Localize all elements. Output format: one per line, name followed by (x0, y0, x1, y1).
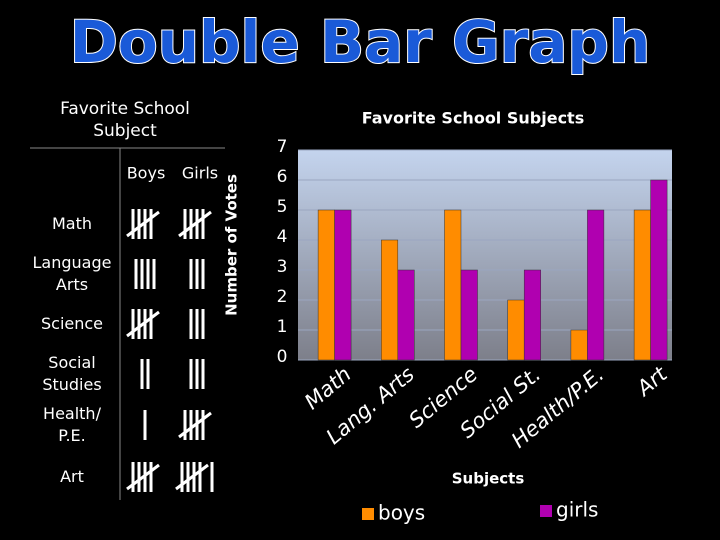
bar (381, 239, 399, 361)
column-header: Girls (182, 164, 218, 183)
tally (134, 259, 156, 289)
row-label: Language Arts (32, 253, 112, 294)
bar (570, 329, 588, 361)
bar (650, 179, 668, 361)
row-label-box: Language Arts (32, 253, 112, 294)
legend-label: boys (378, 501, 425, 525)
row-label-box: Social Studies (42, 353, 102, 394)
row-label: Art (60, 467, 84, 486)
bar (334, 209, 352, 361)
tally (189, 259, 205, 289)
row-label-box: Math (51, 214, 93, 233)
bar (587, 209, 605, 361)
tally (178, 410, 212, 440)
y-tick-label: 0 (277, 347, 288, 367)
tally (126, 209, 160, 239)
slide-title: Double Bar Graph (70, 8, 651, 76)
row-label-box: Science (40, 314, 104, 333)
row-label: Science (40, 314, 104, 333)
column-header: Boys (127, 164, 166, 183)
tally-cross (175, 463, 209, 491)
tally (126, 309, 160, 339)
bar (397, 269, 415, 361)
plot-area (298, 150, 672, 360)
y-axis-label: Number of Votes (223, 174, 241, 316)
tally (140, 359, 150, 389)
tally-cross (126, 463, 160, 491)
row-label-box: Health/ P.E. (43, 404, 101, 445)
chart-title: Favorite School Subjects (362, 109, 584, 128)
y-tick-label: 2 (277, 287, 288, 307)
tally (178, 209, 212, 239)
bar (523, 269, 541, 361)
tally (189, 359, 205, 389)
row-label: Math (51, 214, 93, 233)
table-title-box: Favorite School Subject (60, 99, 190, 141)
y-tick-label: 7 (277, 137, 288, 157)
table-title: Favorite School Subject (60, 99, 190, 141)
tally (126, 462, 160, 492)
tally-cross (126, 310, 160, 338)
tally (189, 309, 205, 339)
row-label: Health/ P.E. (43, 404, 101, 445)
tally-cross (126, 210, 160, 238)
x-axis-label: Subjects (452, 470, 525, 488)
bar (444, 209, 462, 361)
tally (175, 462, 214, 492)
bar (633, 209, 651, 361)
y-tick-label: 5 (277, 197, 288, 217)
row-label-box: Art (60, 467, 84, 486)
tally-cross (178, 411, 212, 439)
bar (460, 269, 478, 361)
bar (507, 299, 525, 361)
legend-swatch (362, 508, 374, 520)
legend-swatch (540, 505, 552, 517)
y-tick-label: 4 (277, 227, 288, 247)
y-tick-label: 6 (277, 167, 288, 187)
y-tick-label: 1 (277, 317, 288, 337)
legend-label: girls (556, 498, 598, 522)
bar (317, 209, 335, 361)
y-tick-label: 3 (277, 257, 288, 277)
row-label: Social Studies (42, 353, 102, 394)
tally-cross (178, 210, 212, 238)
